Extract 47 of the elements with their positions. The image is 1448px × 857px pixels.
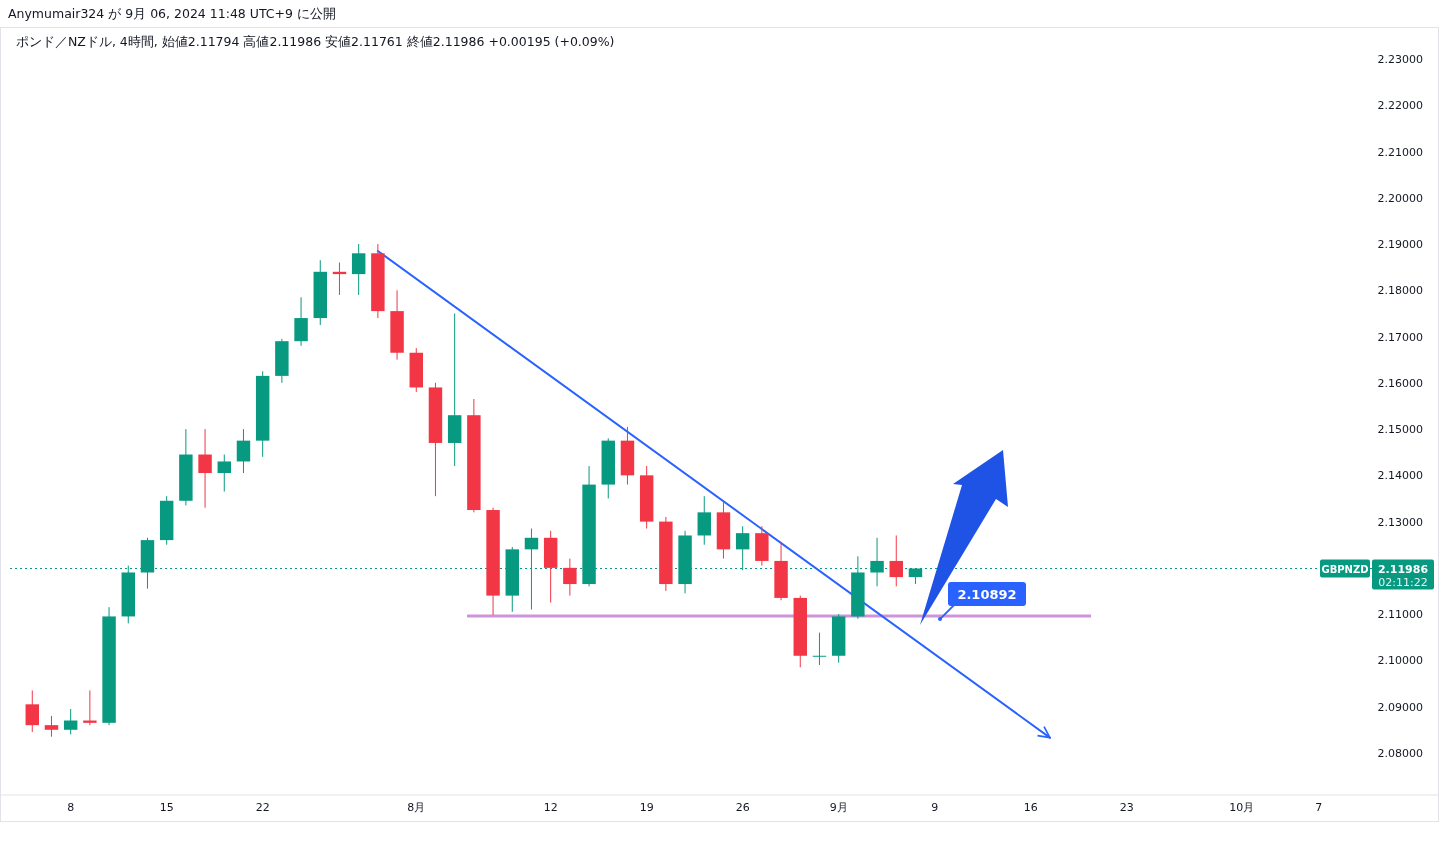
y-tick-label: 2.20000 bbox=[1377, 191, 1423, 205]
y-tick-label: 2.15000 bbox=[1377, 423, 1423, 437]
candlestick bbox=[217, 454, 231, 493]
x-tick-label: 8 bbox=[67, 801, 75, 814]
x-tick-label: 19 bbox=[639, 801, 654, 814]
x-tick-label: 22 bbox=[255, 801, 270, 814]
candlestick bbox=[236, 428, 251, 474]
candlestick bbox=[63, 708, 78, 735]
candlestick bbox=[294, 296, 308, 347]
y-tick-label: 2.13000 bbox=[1377, 515, 1423, 529]
text: 02:11:22 bbox=[1378, 575, 1428, 589]
x-tick-label: 9月 bbox=[829, 801, 848, 814]
y-tick-label: 2.09000 bbox=[1377, 700, 1423, 714]
annotation: 2.10892 bbox=[957, 587, 1017, 603]
candlestick bbox=[563, 558, 577, 597]
x-tick-label: 16 bbox=[1023, 801, 1038, 814]
y-tick-label: 2.21000 bbox=[1377, 145, 1423, 159]
x-tick-label: 23 bbox=[1119, 801, 1134, 814]
y-tick-label: 2.16000 bbox=[1377, 376, 1423, 390]
y-tick-label: 2.22000 bbox=[1377, 99, 1423, 113]
candlestick bbox=[198, 428, 212, 509]
text: ポンド／NZドル, 4時間, 始値2.11794 高値2.11986 安値2.11761 終値2.11986 +0.00195 (+0.09%) bbox=[16, 34, 615, 49]
candlestick bbox=[83, 689, 97, 726]
x-tick-label: 10月 bbox=[1229, 801, 1255, 814]
candlestick bbox=[25, 689, 39, 733]
x-tick-label: 26 bbox=[735, 801, 750, 814]
y-tick-label: 2.08000 bbox=[1377, 746, 1423, 760]
y-tick-label: 2.18000 bbox=[1377, 284, 1423, 298]
y-tick-label: 2.23000 bbox=[1377, 52, 1423, 66]
candlestick bbox=[351, 243, 366, 296]
ref-line-label: 2.11986 bbox=[1377, 562, 1429, 576]
y-tick-label: 2.11000 bbox=[1377, 608, 1423, 622]
text: Anymumair324 が 9月 06, 2024 11:48 UTC+9 に公開 bbox=[8, 6, 336, 21]
y-tick-label: 2.10000 bbox=[1377, 654, 1423, 668]
x-tick-label: 12 bbox=[543, 801, 558, 814]
y-tick-label: 2.14000 bbox=[1377, 469, 1423, 483]
candlestick bbox=[889, 534, 903, 587]
x-tick-label: 8月 bbox=[407, 801, 426, 814]
candlestick bbox=[812, 632, 827, 666]
y-tick-label: 2.17000 bbox=[1377, 330, 1423, 344]
x-tick-label: 9 bbox=[931, 801, 939, 814]
candlestick bbox=[697, 495, 711, 546]
y-tick-label: 2.19000 bbox=[1377, 238, 1423, 252]
x-tick-label: 7 bbox=[1315, 801, 1323, 814]
annotation: GBPNZD bbox=[1321, 563, 1369, 575]
candlestick bbox=[44, 715, 59, 738]
x-tick-label: 15 bbox=[159, 801, 174, 814]
